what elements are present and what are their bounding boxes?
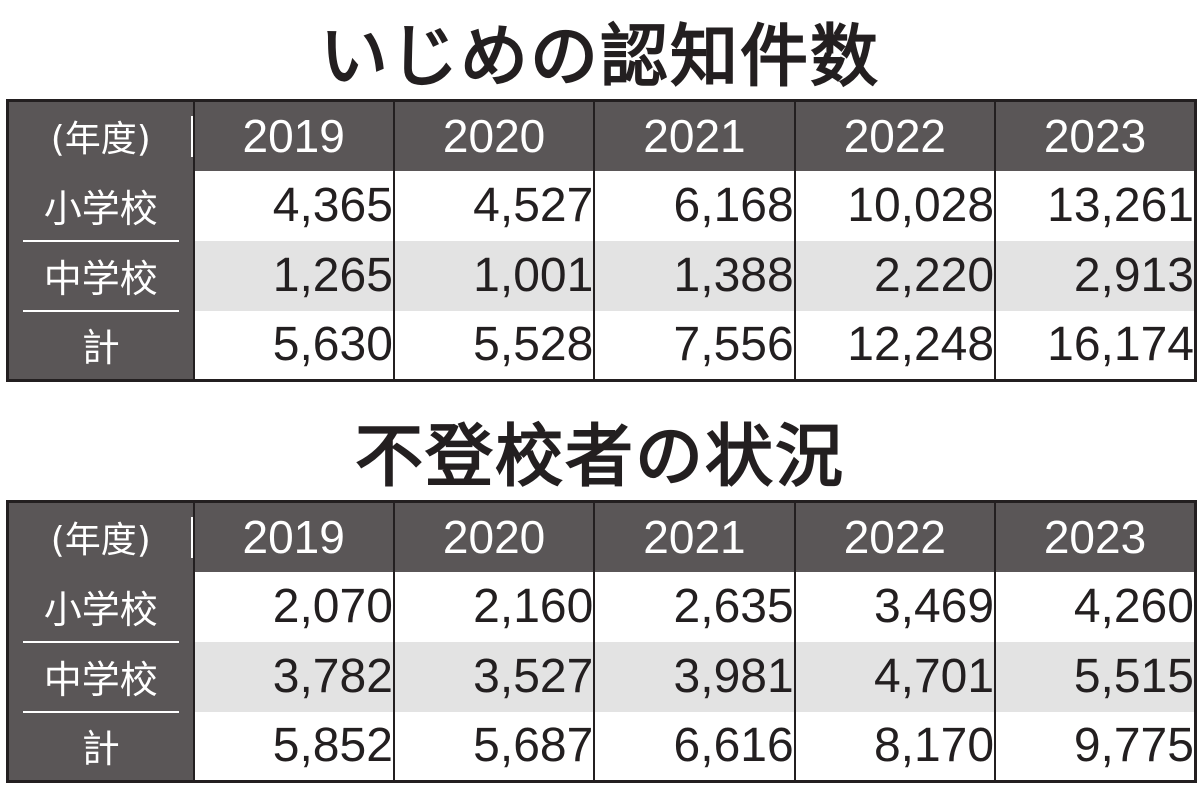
table-cell: 7,556 bbox=[593, 310, 795, 381]
table-row: 計 5,630 5,528 7,556 12,248 16,174 bbox=[7, 309, 1196, 381]
absenteeism-table-title: 不登校者の状況 bbox=[354, 418, 845, 497]
table-cell: 5,515 bbox=[994, 641, 1196, 712]
table-cell: 4,365 bbox=[192, 170, 394, 241]
table-row: 小学校 2,070 2,160 2,635 3,469 4,260 bbox=[7, 571, 1196, 642]
year-header: 2021 bbox=[593, 501, 795, 572]
year-header: 2023 bbox=[994, 100, 1196, 171]
bullying-table-title: いじめの認知件数 bbox=[319, 18, 880, 97]
table-row: 中学校 3,782 3,527 3,981 4,701 5,515 bbox=[7, 640, 1196, 712]
table-cell: 6,168 bbox=[593, 170, 795, 241]
table-cell: 3,981 bbox=[593, 641, 795, 712]
table-cell: 13,261 bbox=[994, 170, 1196, 241]
fiscal-year-label: (年度) bbox=[7, 501, 194, 572]
table-cell: 2,635 bbox=[593, 571, 795, 642]
table-header-row: (年度) 2019 2020 2021 2022 2023 bbox=[7, 501, 1196, 572]
fiscal-year-label: (年度) bbox=[7, 100, 194, 171]
table-header-row: (年度) 2019 2020 2021 2022 2023 bbox=[7, 100, 1196, 171]
table-cell: 2,160 bbox=[392, 571, 595, 642]
table-cell: 4,701 bbox=[793, 641, 996, 712]
table-cell: 3,469 bbox=[793, 571, 996, 642]
table-row: 中学校 1,265 1,001 1,388 2,220 2,913 bbox=[7, 239, 1196, 311]
row-label: 計 bbox=[7, 710, 194, 782]
year-header: 2019 bbox=[192, 100, 394, 171]
table-cell: 9,775 bbox=[994, 711, 1196, 782]
table-row: 小学校 4,365 4,527 6,168 10,028 13,261 bbox=[7, 170, 1196, 241]
year-header: 2020 bbox=[392, 501, 595, 572]
table-cell: 1,388 bbox=[593, 240, 795, 311]
table-cell: 5,630 bbox=[192, 310, 394, 381]
table-cell: 16,174 bbox=[994, 310, 1196, 381]
table-cell: 2,913 bbox=[994, 240, 1196, 311]
table-cell: 1,265 bbox=[192, 240, 394, 311]
table-cell: 5,687 bbox=[392, 711, 595, 782]
table-cell: 2,220 bbox=[793, 240, 996, 311]
year-header: 2022 bbox=[793, 100, 996, 171]
year-header: 2020 bbox=[392, 100, 595, 171]
table-cell: 4,527 bbox=[392, 170, 595, 241]
year-header: 2021 bbox=[593, 100, 795, 171]
table-cell: 10,028 bbox=[793, 170, 996, 241]
row-label: 小学校 bbox=[7, 571, 194, 642]
row-label: 中学校 bbox=[7, 640, 194, 712]
table-cell: 1,001 bbox=[392, 240, 595, 311]
bullying-count-table: (年度) 2019 2020 2021 2022 2023 小学校 4,365 … bbox=[6, 99, 1197, 382]
table-cell: 4,260 bbox=[994, 571, 1196, 642]
table-cell: 5,852 bbox=[192, 711, 394, 782]
table-cell: 8,170 bbox=[793, 711, 996, 782]
table-cell: 12,248 bbox=[793, 310, 996, 381]
year-header: 2022 bbox=[793, 501, 996, 572]
table-cell: 5,528 bbox=[392, 310, 595, 381]
table-cell: 2,070 bbox=[192, 571, 394, 642]
table-row: 計 5,852 5,687 6,616 8,170 9,775 bbox=[7, 710, 1196, 782]
year-header: 2023 bbox=[994, 501, 1196, 572]
table-cell: 3,782 bbox=[192, 641, 394, 712]
absenteeism-table: (年度) 2019 2020 2021 2022 2023 小学校 2,070 … bbox=[6, 500, 1197, 783]
table-cell: 3,527 bbox=[392, 641, 595, 712]
year-header: 2019 bbox=[192, 501, 394, 572]
row-label: 計 bbox=[7, 309, 194, 381]
table-cell: 6,616 bbox=[593, 711, 795, 782]
row-label: 中学校 bbox=[7, 239, 194, 311]
row-label: 小学校 bbox=[7, 170, 194, 241]
